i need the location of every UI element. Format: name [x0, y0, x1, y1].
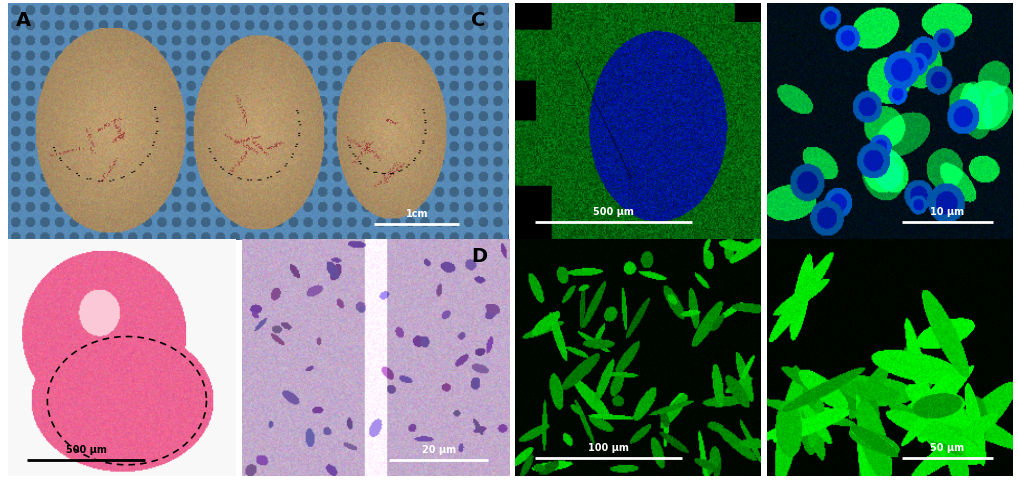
Text: 500 μm: 500 μm	[65, 444, 106, 454]
Text: 100 μm: 100 μm	[588, 442, 629, 452]
Text: A: A	[15, 11, 31, 30]
Text: C: C	[471, 11, 485, 30]
Text: D: D	[471, 246, 487, 265]
Text: 1cm: 1cm	[406, 209, 428, 219]
Text: 50 μm: 50 μm	[929, 442, 963, 452]
Text: 10 μm: 10 μm	[929, 206, 963, 216]
Text: 500 μm: 500 μm	[593, 206, 634, 216]
Text: 20 μm: 20 μm	[421, 444, 455, 454]
